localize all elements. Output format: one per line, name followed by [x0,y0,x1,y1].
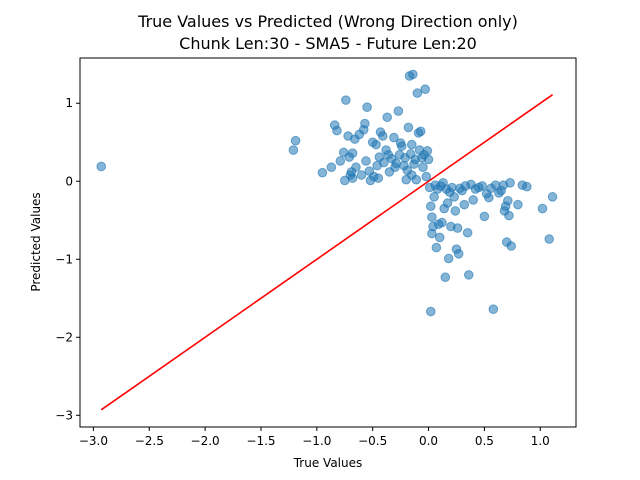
data-point [382,112,393,123]
data-point [420,84,430,95]
data-point [360,118,370,129]
data-point [431,242,442,253]
data-point [421,171,432,182]
data-point [395,138,406,148]
data-point [423,154,434,165]
data-point [389,132,399,143]
data-point [437,217,447,228]
data-point [288,145,299,155]
x-tick-label: −0.5 [358,434,387,448]
data-point [290,135,301,146]
data-point [415,126,426,137]
data-point [513,199,523,210]
x-tick-label: 1.0 [531,434,550,448]
x-tick-label: −1.5 [246,434,275,448]
data-point [449,192,460,202]
data-point [361,156,371,166]
y-axis-label: Predicted Values [29,192,43,291]
x-tick-label: 0.5 [475,434,494,448]
data-point [373,173,384,183]
data-point [332,125,342,136]
data-point [351,162,361,173]
data-point [406,139,417,150]
chart-subtitle: Chunk Len:30 - SMA5 - Future Len:20 [179,34,477,53]
data-point [522,181,532,192]
data-point [326,162,337,173]
x-tick-label: −1.0 [302,434,331,448]
data-point [468,195,479,205]
data-point [434,232,445,243]
data-point [459,199,470,210]
data-point [544,234,554,244]
data-point [427,212,437,222]
data-point [412,88,423,98]
data-point [317,167,328,178]
data-point [371,139,381,150]
data-point [504,210,514,221]
data-point [462,227,473,238]
data-point [443,253,454,264]
data-point [442,198,453,208]
data-point [425,306,436,317]
data-point [503,195,513,206]
data-point [488,304,499,315]
x-tick-label: −2.5 [135,434,164,448]
reference-line [100,94,553,411]
data-point [479,211,490,222]
data-point [347,173,358,183]
data-point [356,170,367,180]
y-axis: −3 −2 −1 0 1 [55,96,80,422]
data-point [418,162,428,173]
chart-title: True Values vs Predicted (Wrong Directio… [137,12,518,31]
data-point [403,122,414,133]
data-point [347,148,358,158]
data-points-layer [96,69,558,411]
data-point [362,102,372,112]
data-point [477,181,487,191]
data-point [429,192,439,202]
x-axis-label: True Values [293,456,363,470]
plot-frame [79,57,577,428]
y-tick-label: 1 [65,96,73,110]
y-tick-label: 0 [65,174,73,188]
data-point [379,157,389,168]
data-point [440,272,451,283]
x-tick-label: −2.0 [191,434,220,448]
y-tick-label: −1 [55,252,73,266]
data-point [391,158,401,169]
x-tick-label: 0.0 [419,434,438,448]
data-point [453,249,464,259]
data-point [425,201,436,212]
y-tick-label: −2 [55,330,73,344]
data-point [447,182,457,193]
data-point [408,69,418,80]
x-axis: −3.0 −2.5 −2.0 −1.5 −1.0 −0.5 0.0 0.5 1.0 [79,427,550,448]
data-point [450,206,461,216]
data-point [547,192,558,202]
y-tick-label: −3 [55,408,73,422]
data-point [452,223,463,233]
data-point [377,131,388,141]
data-point [484,192,494,203]
data-point [506,241,517,251]
data-point [335,156,346,166]
data-point [96,161,107,172]
data-point [463,270,474,280]
data-point [422,146,433,156]
data-point [411,174,422,185]
data-point [537,203,548,214]
data-point [393,106,404,116]
data-point [341,95,351,105]
x-tick-label: −3.0 [79,434,108,448]
data-point [505,178,515,188]
